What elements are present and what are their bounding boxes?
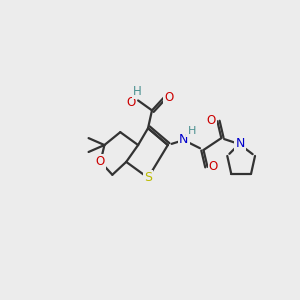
Text: H: H: [133, 85, 142, 98]
Text: O: O: [209, 160, 218, 173]
Text: N: N: [179, 133, 188, 146]
Text: O: O: [207, 114, 216, 127]
Text: S: S: [144, 171, 152, 184]
Text: H: H: [188, 126, 196, 136]
Text: O: O: [164, 91, 173, 104]
Text: N: N: [236, 136, 245, 150]
Text: O: O: [96, 155, 105, 168]
Text: O: O: [127, 96, 136, 109]
